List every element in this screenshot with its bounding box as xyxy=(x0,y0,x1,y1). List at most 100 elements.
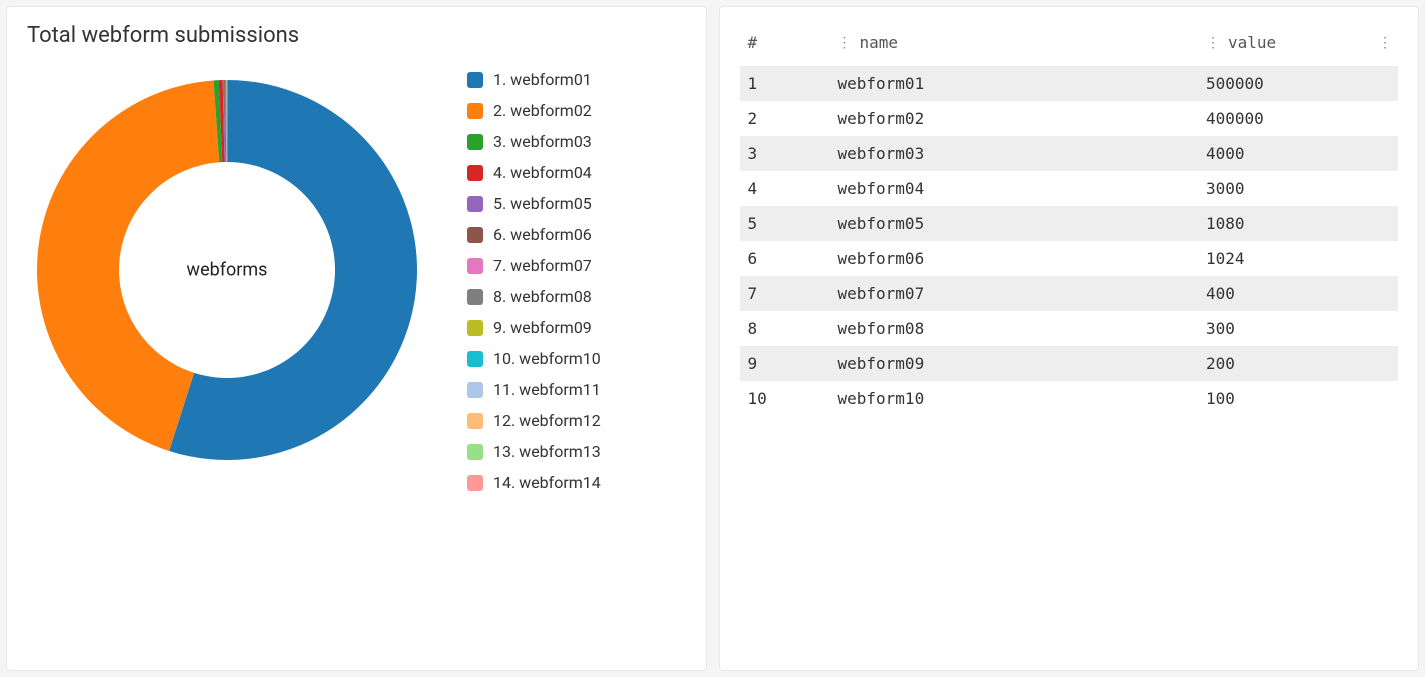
legend-swatch xyxy=(467,72,483,88)
panel-title: Total webform submissions xyxy=(27,23,686,48)
table-row[interactable]: 4webform043000 xyxy=(740,171,1399,206)
donut-legend: 1. webform01 2. webform02 3. webform03 4. w… xyxy=(467,62,601,492)
cell-idx: 1 xyxy=(740,66,830,101)
table-row[interactable]: 1webform01500000 xyxy=(740,66,1399,101)
drag-handle-icon[interactable]: ⋮ xyxy=(1378,35,1390,51)
legend-label: 1. webform01 xyxy=(493,70,592,89)
legend-label: 6. webform06 xyxy=(493,225,592,244)
cell-name: webform08 xyxy=(830,311,1199,346)
table-row[interactable]: 10webform10100 xyxy=(740,381,1399,416)
legend-label: 5. webform05 xyxy=(493,194,592,213)
legend-swatch xyxy=(467,382,483,398)
legend-swatch xyxy=(467,289,483,305)
table-row[interactable]: 7webform07400 xyxy=(740,276,1399,311)
table-row[interactable]: 8webform08300 xyxy=(740,311,1399,346)
cell-value: 300 xyxy=(1198,311,1398,346)
cell-idx: 9 xyxy=(740,346,830,381)
table-row[interactable]: 5webform051080 xyxy=(740,206,1399,241)
cell-name: webform07 xyxy=(830,276,1199,311)
legend-item[interactable]: 5. webform05 xyxy=(467,194,601,213)
cell-idx: 7 xyxy=(740,276,830,311)
legend-item[interactable]: 13. webform13 xyxy=(467,442,601,461)
legend-label: 10. webform10 xyxy=(493,349,601,368)
data-table: # ⋮ name ⋮ value xyxy=(740,23,1399,416)
table-header-row: # ⋮ name ⋮ value xyxy=(740,23,1399,66)
cell-value: 1024 xyxy=(1198,241,1398,276)
table-header-idx[interactable]: # xyxy=(740,23,830,66)
cell-name: webform10 xyxy=(830,381,1199,416)
legend-swatch xyxy=(467,227,483,243)
table-header-name[interactable]: ⋮ name xyxy=(830,23,1199,66)
legend-item[interactable]: 2. webform02 xyxy=(467,101,601,120)
cell-idx: 4 xyxy=(740,171,830,206)
legend-swatch xyxy=(467,134,483,150)
legend-swatch xyxy=(467,196,483,212)
cell-value: 1080 xyxy=(1198,206,1398,241)
legend-swatch xyxy=(467,258,483,274)
donut-chart-body: webforms 1. webform01 2. webform02 3. webf… xyxy=(27,62,686,654)
legend-label: 4. webform04 xyxy=(493,163,592,182)
legend-swatch xyxy=(467,351,483,367)
legend-item[interactable]: 4. webform04 xyxy=(467,163,601,182)
cell-idx: 6 xyxy=(740,241,830,276)
cell-name: webform09 xyxy=(830,346,1199,381)
legend-item[interactable]: 11. webform11 xyxy=(467,380,601,399)
legend-swatch xyxy=(467,165,483,181)
legend-label: 7. webform07 xyxy=(493,256,592,275)
legend-swatch xyxy=(467,413,483,429)
panel-table: # ⋮ name ⋮ value xyxy=(719,6,1420,671)
cell-value: 400 xyxy=(1198,276,1398,311)
legend-item[interactable]: 9. webform09 xyxy=(467,318,601,337)
cell-idx: 5 xyxy=(740,206,830,241)
cell-value: 4000 xyxy=(1198,136,1398,171)
cell-name: webform02 xyxy=(830,101,1199,136)
cell-name: webform04 xyxy=(830,171,1199,206)
drag-handle-icon[interactable]: ⋮ xyxy=(838,35,856,51)
legend-item[interactable]: 8. webform08 xyxy=(467,287,601,306)
table-row[interactable]: 2webform02400000 xyxy=(740,101,1399,136)
cell-idx: 3 xyxy=(740,136,830,171)
cell-value: 200 xyxy=(1198,346,1398,381)
cell-value: 500000 xyxy=(1198,66,1398,101)
legend-item[interactable]: 10. webform10 xyxy=(467,349,601,368)
table-wrap: # ⋮ name ⋮ value xyxy=(740,23,1399,416)
donut-center-label: webforms xyxy=(187,260,268,281)
cell-idx: 8 xyxy=(740,311,830,346)
legend-item[interactable]: 14. webform14 xyxy=(467,473,601,492)
legend-label: 14. webform14 xyxy=(493,473,601,492)
cell-idx: 10 xyxy=(740,381,830,416)
cell-name: webform05 xyxy=(830,206,1199,241)
legend-swatch xyxy=(467,103,483,119)
legend-swatch xyxy=(467,444,483,460)
legend-item[interactable]: 6. webform06 xyxy=(467,225,601,244)
legend-swatch xyxy=(467,475,483,491)
legend-swatch xyxy=(467,320,483,336)
legend-label: 9. webform09 xyxy=(493,318,592,337)
table-body: 1webform015000002webform024000003webform… xyxy=(740,66,1399,416)
legend-label: 12. webform12 xyxy=(493,411,601,430)
legend-label: 8. webform08 xyxy=(493,287,592,306)
th-label: name xyxy=(860,33,899,52)
cell-name: webform06 xyxy=(830,241,1199,276)
legend-item[interactable]: 3. webform03 xyxy=(467,132,601,151)
table-row[interactable]: 6webform061024 xyxy=(740,241,1399,276)
cell-name: webform03 xyxy=(830,136,1199,171)
legend-item[interactable]: 7. webform07 xyxy=(467,256,601,275)
dashboard-root: Total webform submissions webforms 1. we… xyxy=(0,0,1425,677)
table-row[interactable]: 9webform09200 xyxy=(740,346,1399,381)
panel-donut: Total webform submissions webforms 1. we… xyxy=(6,6,707,671)
legend-item[interactable]: 1. webform01 xyxy=(467,70,601,89)
th-label: # xyxy=(748,33,758,52)
legend-label: 11. webform11 xyxy=(493,380,601,399)
table-header-value[interactable]: ⋮ value ⋮ xyxy=(1198,23,1398,66)
donut-wrap: webforms xyxy=(27,70,427,470)
legend-item[interactable]: 12. webform12 xyxy=(467,411,601,430)
drag-handle-icon[interactable]: ⋮ xyxy=(1206,35,1224,51)
cell-value: 100 xyxy=(1198,381,1398,416)
legend-label: 2. webform02 xyxy=(493,101,592,120)
table-row[interactable]: 3webform034000 xyxy=(740,136,1399,171)
cell-name: webform01 xyxy=(830,66,1199,101)
cell-idx: 2 xyxy=(740,101,830,136)
legend-label: 13. webform13 xyxy=(493,442,601,461)
cell-value: 400000 xyxy=(1198,101,1398,136)
